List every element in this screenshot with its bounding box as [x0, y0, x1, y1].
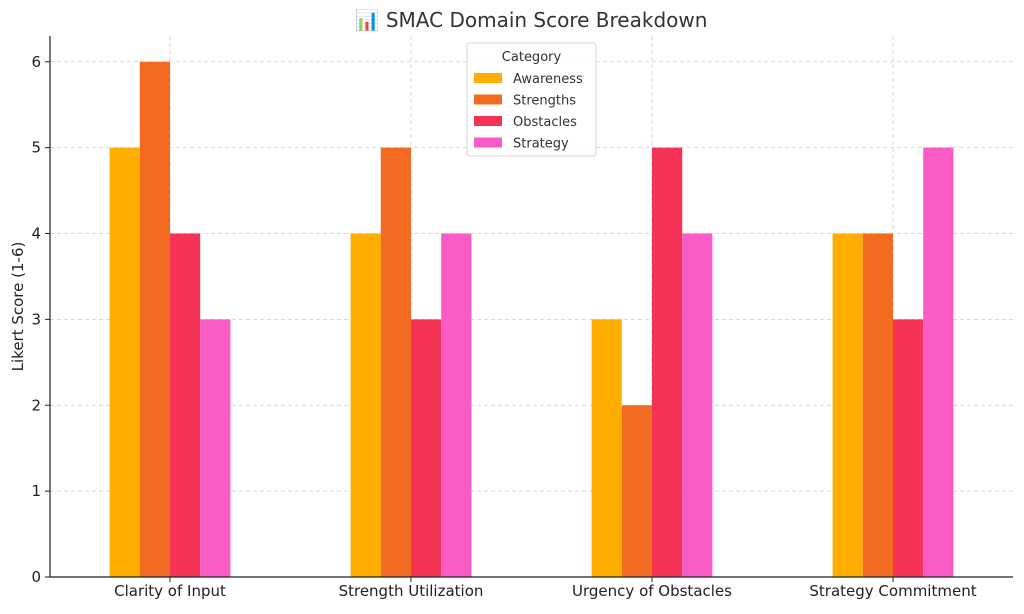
legend-title: Category — [502, 50, 562, 65]
x-tick-label: Strategy Commitment — [809, 582, 976, 600]
legend-swatch-obstacles — [474, 116, 502, 126]
legend-swatch-strategy — [474, 137, 502, 148]
legend: Category Awareness Strengths Obstacles Stra… — [466, 42, 597, 157]
legend-label-strategy: Strategy — [513, 137, 569, 152]
chart-title: 📊 SMAC Domain Score Breakdown — [355, 8, 708, 32]
y-tick-label: 4 — [31, 225, 41, 243]
bars — [109, 61, 954, 578]
y-tick-label: 2 — [31, 396, 41, 414]
legend-label-awareness: Awareness — [513, 72, 583, 87]
bar-strengths-3 — [621, 405, 652, 577]
x-tick-label: Strength Utilization — [339, 582, 484, 600]
bar-strategy-1 — [200, 319, 231, 577]
legend-label-obstacles: Obstacles — [513, 115, 577, 130]
y-tick-label: 0 — [31, 568, 41, 586]
bar-awareness-1 — [109, 147, 140, 577]
y-tick-label: 1 — [31, 482, 41, 500]
y-tick-label: 5 — [31, 139, 41, 157]
bar-strategy-2 — [441, 233, 472, 577]
x-tick-label: Clarity of Input — [114, 582, 226, 600]
bar-awareness-2 — [350, 233, 381, 577]
legend-swatch-awareness — [474, 73, 502, 83]
bar-strengths-1 — [139, 61, 170, 578]
y-axis-label: Likert Score (1-6) — [9, 242, 27, 372]
legend-swatch-strengths — [474, 94, 502, 105]
bar-obstacles-4 — [893, 319, 924, 577]
bar-obstacles-1 — [170, 233, 201, 577]
bar-strengths-2 — [380, 147, 411, 577]
axes: 0 1 2 3 4 5 6 Clarity of Input Strength Utilizat… — [31, 36, 1013, 600]
bar-strengths-4 — [862, 233, 893, 577]
legend-box — [466, 42, 597, 157]
bar-strategy-4 — [923, 147, 954, 577]
y-tick-label: 6 — [31, 53, 41, 71]
bar-awareness-3 — [591, 319, 622, 577]
bar-awareness-4 — [832, 233, 863, 577]
y-tick-label: 3 — [31, 310, 41, 328]
bar-strategy-3 — [682, 233, 713, 577]
legend-label-strengths: Strengths — [513, 94, 576, 109]
bar-obstacles-2 — [411, 319, 442, 577]
bar-obstacles-3 — [652, 147, 683, 577]
x-tick-label: Urgency of Obstacles — [572, 582, 732, 600]
